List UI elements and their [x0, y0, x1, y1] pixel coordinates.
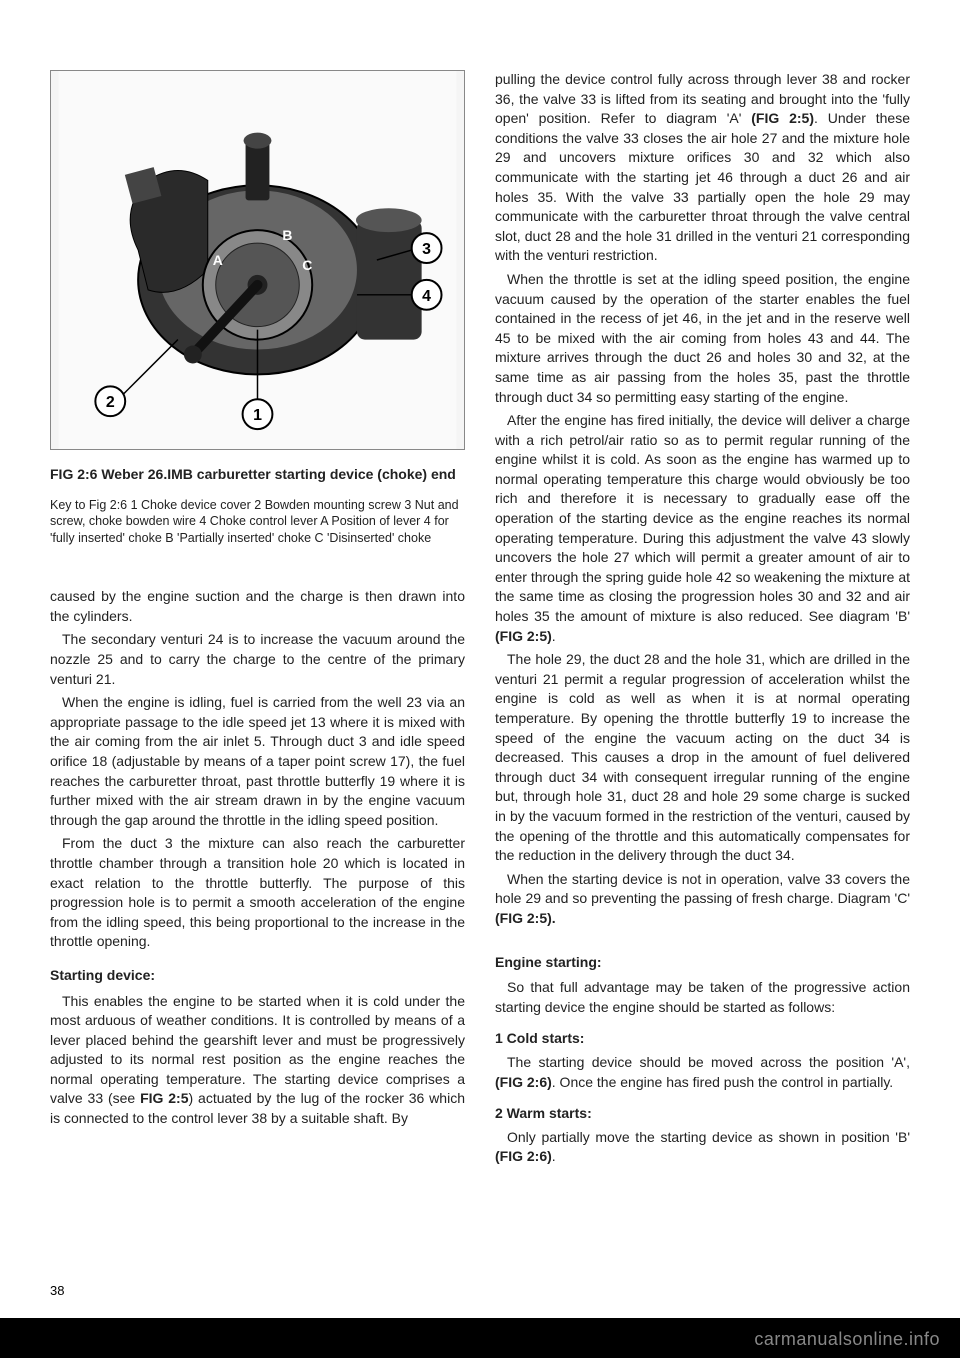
- right-p7a: The starting device should be moved acro…: [507, 1054, 910, 1070]
- carburetter-illustration: 2 1 3 4 A B C: [51, 71, 464, 449]
- left-column: 2 1 3 4 A B C FIG 2:6 Weber 26.IMB carbu…: [50, 70, 465, 1288]
- right-p8b: (FIG 2:6): [495, 1148, 552, 1164]
- right-p1c: . Under these conditions the valve 33 cl…: [495, 110, 910, 263]
- label-C: C: [302, 257, 312, 273]
- left-p1: caused by the engine suction and the cha…: [50, 587, 465, 626]
- right-p7b: (FIG 2:6): [495, 1074, 552, 1090]
- label-4: 4: [422, 288, 431, 305]
- figure-key: Key to Fig 2:6 1 Choke device cover 2 Bo…: [50, 497, 465, 548]
- engine-starting-heading: Engine starting:: [495, 953, 910, 973]
- right-p2: When the throttle is set at the idling s…: [495, 270, 910, 407]
- label-3: 3: [422, 241, 431, 258]
- warm-starts-heading: 2 Warm starts:: [495, 1104, 910, 1124]
- right-p3: After the engine has fired initially, th…: [495, 411, 910, 646]
- right-p1: pulling the device control fully across …: [495, 70, 910, 266]
- right-p5b: (FIG 2:5).: [495, 910, 556, 926]
- right-p5: When the starting device is not in opera…: [495, 870, 910, 929]
- left-p5: This enables the engine to be started wh…: [50, 992, 465, 1129]
- page-container: 2 1 3 4 A B C FIG 2:6 Weber 26.IMB carbu…: [0, 0, 960, 1318]
- right-p6: So that full advantage may be taken of t…: [495, 978, 910, 1017]
- right-p7: The starting device should be moved acro…: [495, 1053, 910, 1092]
- starting-device-heading: Starting device:: [50, 966, 465, 986]
- right-p7c: . Once the engine has fired push the con…: [552, 1074, 893, 1090]
- left-p3: When the engine is idling, fuel is carri…: [50, 693, 465, 830]
- label-2: 2: [106, 394, 115, 411]
- watermark: carmanualsonline.info: [754, 1329, 940, 1350]
- right-p1b: (FIG 2:5): [751, 110, 814, 126]
- right-p8a: Only partially move the starting device …: [507, 1129, 910, 1145]
- label-A: A: [213, 252, 223, 268]
- right-p8c: .: [552, 1148, 556, 1164]
- right-p3a: After the engine has fired initially, th…: [495, 412, 910, 624]
- right-p8: Only partially move the starting device …: [495, 1128, 910, 1167]
- figure-2-6: 2 1 3 4 A B C: [50, 70, 465, 450]
- right-p4: The hole 29, the duct 28 and the hole 31…: [495, 650, 910, 866]
- figure-caption: FIG 2:6 Weber 26.IMB carburetter startin…: [50, 465, 465, 485]
- left-p2: The secondary venturi 24 is to increase …: [50, 630, 465, 689]
- left-p5b: FIG 2:5: [140, 1090, 188, 1106]
- right-p3b: (FIG 2:5): [495, 628, 552, 644]
- right-p5a: When the starting device is not in opera…: [495, 871, 910, 907]
- label-1: 1: [253, 407, 262, 424]
- label-B: B: [282, 227, 292, 243]
- right-p3c: .: [552, 628, 556, 644]
- left-p4: From the duct 3 the mixture can also rea…: [50, 834, 465, 952]
- right-column: pulling the device control fully across …: [495, 70, 910, 1288]
- page-number: 38: [50, 1283, 64, 1298]
- cold-starts-heading: 1 Cold starts:: [495, 1029, 910, 1049]
